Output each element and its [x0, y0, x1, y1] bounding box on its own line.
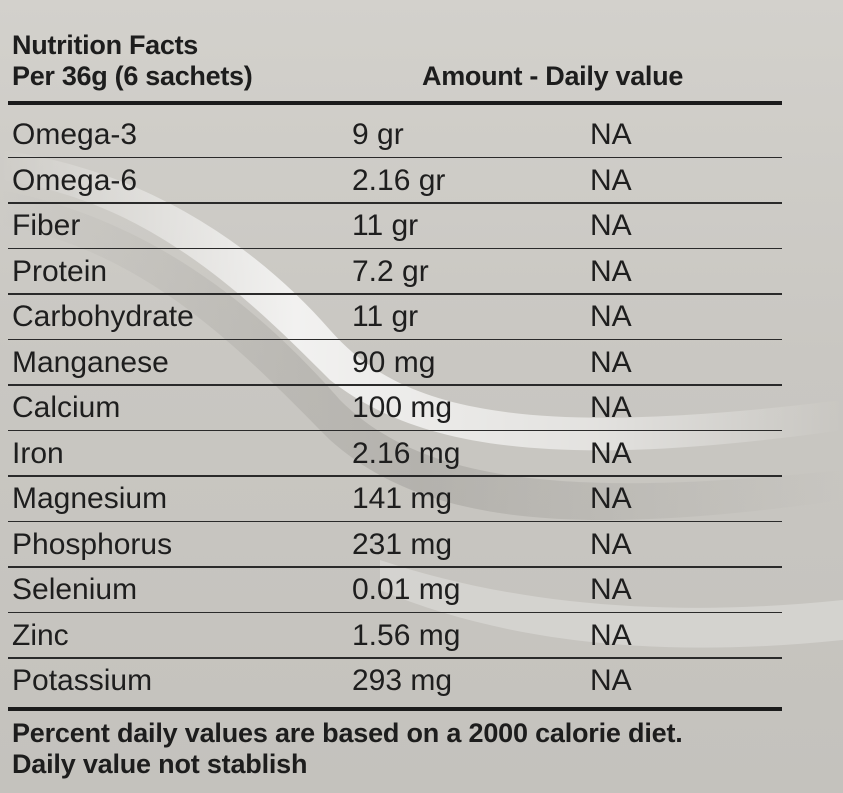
nutrient-daily-value: NA	[590, 163, 632, 197]
table-row: Magnesium 141 mg NA	[0, 476, 843, 522]
nutrient-name: Selenium	[12, 573, 138, 606]
nutrient-daily-value: NA	[590, 118, 632, 151]
amount-daily-header: Amount - Daily value	[422, 61, 684, 91]
top-divider	[8, 101, 782, 105]
nutrient-amount: 100 mg	[352, 391, 453, 424]
nutrient-amount: 293 mg	[352, 664, 453, 697]
table-row: Fiber 11 gr NA	[0, 203, 843, 249]
nutrient-name: Magnesium	[12, 482, 168, 515]
nutrient-table: Omega-3 9 gr NA Omega-6 2.16 gr NA Fiber…	[0, 112, 843, 704]
page-title: Nutrition Facts	[12, 30, 199, 60]
nutrient-amount: 231 mg	[352, 527, 453, 561]
nutrient-name: Omega-3	[12, 118, 138, 151]
nutrient-amount: 11 gr	[352, 209, 419, 242]
nutrient-amount: 2.16 gr	[352, 163, 446, 197]
nutrient-amount: 2.16 mg	[352, 436, 461, 470]
nutrient-name: Potassium	[12, 664, 153, 697]
nutrient-daily-value: NA	[590, 618, 632, 652]
table-row: Calcium 100 mg NA	[0, 385, 843, 431]
table-row: Selenium 0.01 mg NA	[0, 567, 843, 613]
nutrient-daily-value: NA	[590, 482, 632, 515]
table-row: Zinc 1.56 mg NA	[0, 613, 843, 658]
nutrient-amount: 1.56 mg	[352, 618, 461, 652]
nutrient-daily-value: NA	[590, 436, 632, 470]
bottom-divider	[8, 707, 782, 711]
table-row: Iron 2.16 mg NA	[0, 431, 843, 476]
nutrient-name: Omega-6	[12, 163, 138, 197]
nutrient-name: Phosphorus	[12, 527, 173, 561]
nutrient-name: Calcium	[12, 391, 121, 424]
nutrient-amount: 11 gr	[352, 300, 419, 333]
table-row: Potassium 293 mg NA	[0, 658, 843, 704]
nutrient-amount: 7.2 gr	[352, 254, 429, 288]
nutrient-name: Fiber	[12, 209, 81, 242]
nutrient-name: Zinc	[12, 618, 69, 652]
nutrient-daily-value: NA	[590, 254, 632, 288]
nutrient-daily-value: NA	[590, 391, 632, 424]
table-row: Phosphorus 231 mg NA	[0, 522, 843, 567]
nutrient-name: Iron	[12, 436, 64, 470]
nutrient-daily-value: NA	[590, 527, 632, 561]
table-row: Protein 7.2 gr NA	[0, 249, 843, 294]
nutrient-amount: 141 mg	[352, 482, 453, 515]
footer-line-2: Daily value not stablish	[12, 749, 308, 779]
nutrient-daily-value: NA	[590, 209, 632, 242]
nutrient-name: Protein	[12, 254, 108, 288]
nutrient-daily-value: NA	[590, 345, 632, 379]
nutrient-amount: 90 mg	[352, 345, 436, 379]
nutrient-daily-value: NA	[590, 300, 632, 333]
nutrient-name: Carbohydrate	[12, 300, 194, 333]
footer-note: Percent daily values are based on a 2000…	[12, 718, 683, 780]
serving-size: Per 36g (6 sachets)	[12, 61, 253, 91]
table-row: Omega-6 2.16 gr NA	[0, 158, 843, 203]
table-row: Carbohydrate 11 gr NA	[0, 294, 843, 340]
footer-line-1: Percent daily values are based on a 2000…	[12, 718, 683, 748]
nutrient-amount: 0.01 mg	[352, 573, 461, 606]
nutrient-name: Manganese	[12, 345, 169, 379]
table-row: Manganese 90 mg NA	[0, 340, 843, 385]
nutrient-daily-value: NA	[590, 573, 632, 606]
nutrient-amount: 9 gr	[352, 118, 404, 151]
table-row: Omega-3 9 gr NA	[0, 112, 843, 158]
nutrient-daily-value: NA	[590, 664, 632, 697]
